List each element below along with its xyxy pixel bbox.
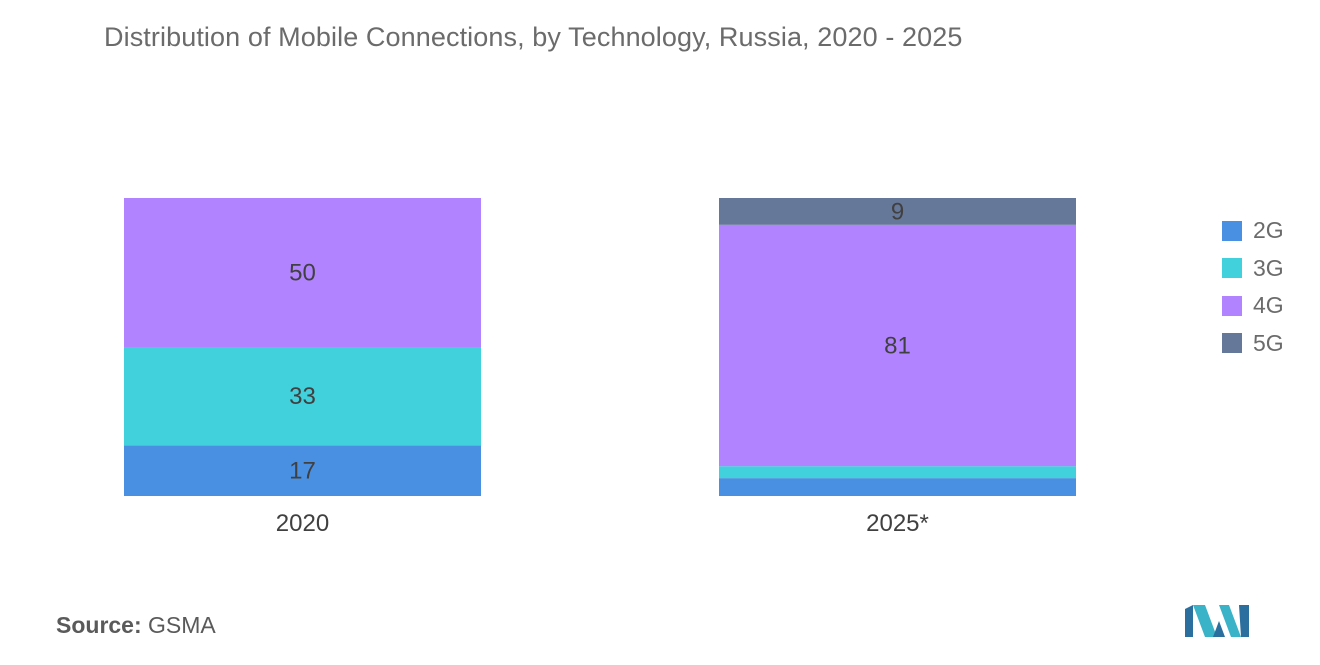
legend-label-2g: 2G <box>1253 217 1284 244</box>
legend-swatch-3g <box>1222 258 1242 279</box>
legend-item-3g: 3G <box>1222 250 1284 288</box>
legend-swatch-2g <box>1222 220 1242 241</box>
bar-segment-4g-1 <box>719 224 1076 467</box>
legend-swatch-4g <box>1222 295 1242 316</box>
source-note: Source: GSMA <box>56 612 216 639</box>
data-label-4g-1: 81 <box>884 333 911 360</box>
legend-label-3g: 3G <box>1253 254 1284 281</box>
legend-label-5g: 5G <box>1253 329 1284 356</box>
legend: 2G 3G 4G 5G <box>1222 212 1284 362</box>
legend-label-4g: 4G <box>1253 292 1284 319</box>
legend-item-2g: 2G <box>1222 212 1284 250</box>
bar-segment-3g-1 <box>719 466 1076 479</box>
legend-swatch-5g <box>1222 333 1242 354</box>
bar-segment-3g-0 <box>124 347 481 446</box>
source-label: Source: <box>56 612 142 638</box>
x-tick-label-0: 2020 <box>276 510 329 537</box>
bar-segment-4g-0 <box>124 198 481 347</box>
data-label-4g-0: 50 <box>289 260 316 287</box>
bar-segment-2g-1 <box>719 478 1076 496</box>
source-value: GSMA <box>148 612 216 638</box>
legend-item-4g: 4G <box>1222 287 1284 325</box>
bar-segment-5g-1 <box>719 198 1076 225</box>
legend-item-5g: 5G <box>1222 325 1284 363</box>
x-tick-label-1: 2025* <box>866 510 929 537</box>
data-label-5g-1: 9 <box>891 198 904 225</box>
chart-title: Distribution of Mobile Connections, by T… <box>104 22 963 52</box>
bar-segment-2g-0 <box>124 445 481 496</box>
data-label-3g-0: 33 <box>289 383 316 410</box>
data-label-2g-0: 17 <box>289 458 316 485</box>
brand-logo-icon <box>1185 605 1249 637</box>
